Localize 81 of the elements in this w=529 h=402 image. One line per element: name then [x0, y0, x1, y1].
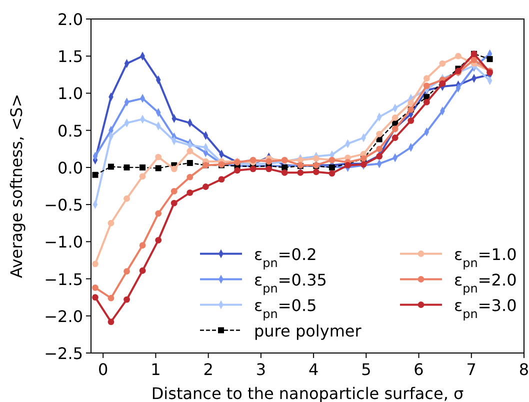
point — [234, 167, 240, 174]
x-tick-label: 1 — [150, 360, 161, 379]
point — [282, 164, 288, 170]
point — [186, 189, 194, 196]
legend-label: ε$_{pn}$=3.0 — [454, 296, 517, 321]
y-axis-title: Average softness, <S> — [7, 94, 26, 278]
point — [376, 130, 383, 138]
y-tick-label: −0.5 — [44, 196, 83, 215]
point — [186, 174, 194, 180]
point — [92, 260, 98, 268]
point — [312, 155, 320, 162]
point — [170, 200, 178, 206]
point — [92, 284, 98, 291]
point — [266, 166, 272, 172]
point — [139, 173, 146, 180]
legend-label: ε$_{pn}$=0.5 — [254, 296, 317, 321]
point — [376, 146, 383, 152]
y-tick-label: 0.0 — [58, 158, 83, 178]
point — [486, 56, 493, 62]
point — [392, 134, 398, 141]
point — [297, 169, 304, 176]
legend-label: ε$_{pn}$=0.2 — [254, 244, 317, 270]
point — [312, 168, 320, 176]
point — [108, 294, 114, 302]
y-tick-label: 1.0 — [58, 84, 83, 104]
y-tick-label: −1.0 — [44, 232, 83, 252]
x-tick-label: 3 — [256, 360, 266, 379]
point — [108, 220, 114, 226]
point — [124, 164, 130, 170]
legend-label: ε$_{pn}$=1.0 — [454, 244, 517, 270]
x-tick-label: 5 — [361, 360, 372, 379]
point — [155, 154, 162, 160]
x-tick-label: 6 — [414, 360, 424, 379]
legend-label: ε$_{pn}$=2.0 — [454, 270, 517, 296]
x-tick-label: 2 — [203, 360, 214, 379]
point — [92, 294, 98, 301]
point — [170, 188, 178, 194]
point — [155, 210, 162, 217]
point — [155, 165, 162, 172]
point — [392, 114, 398, 121]
point — [281, 169, 288, 176]
x-tick-label: 7 — [466, 360, 476, 379]
y-tick-label: −2.5 — [44, 344, 83, 363]
point — [124, 296, 130, 303]
point — [155, 236, 162, 244]
x-tick-label: 4 — [308, 360, 319, 379]
legend-label: pure polymer — [254, 321, 362, 340]
y-tick-label: −2.0 — [44, 306, 83, 326]
y-tick-label: 1.5 — [58, 47, 83, 66]
point — [423, 75, 430, 82]
point — [423, 82, 430, 89]
x-axis-title: Distance to the nanoparticle surface, σ — [151, 384, 464, 402]
point — [139, 267, 146, 274]
point — [186, 148, 194, 154]
point — [439, 60, 446, 67]
point — [92, 172, 98, 178]
point — [423, 98, 430, 106]
point — [108, 318, 114, 326]
point — [455, 52, 462, 60]
x-tick-label: 8 — [518, 360, 529, 379]
point — [186, 160, 193, 166]
point — [266, 158, 272, 165]
point — [108, 164, 114, 170]
point — [139, 242, 146, 249]
point — [250, 166, 256, 172]
x-tick-label: 0 — [98, 360, 108, 379]
point — [328, 170, 336, 177]
point — [250, 156, 256, 164]
point — [408, 100, 414, 106]
y-tick-label: −1.5 — [44, 270, 83, 289]
y-tick-label: 0.5 — [58, 121, 83, 140]
point — [140, 164, 146, 170]
point — [124, 268, 130, 275]
point — [408, 117, 414, 124]
point — [470, 56, 478, 64]
point — [124, 195, 130, 202]
point — [170, 166, 178, 172]
y-tick-label: 2.0 — [58, 10, 83, 29]
point — [202, 184, 209, 190]
legend-label: ε$_{pn}$=0.35 — [254, 270, 327, 296]
point — [218, 176, 225, 183]
